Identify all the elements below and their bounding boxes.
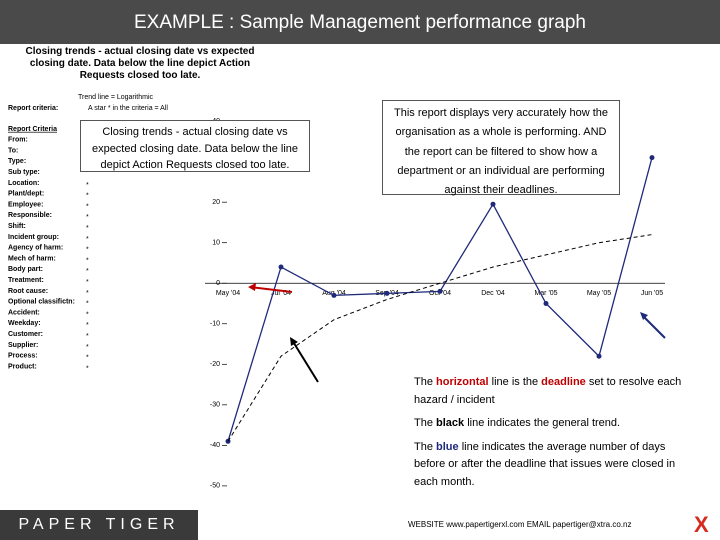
criteria-star: * — [86, 225, 89, 232]
criteria-star: * — [86, 322, 89, 329]
left-callout: Closing trends - actual closing date vs … — [80, 120, 310, 172]
red-arrow-head — [248, 283, 256, 291]
report-title-wrap: Closing trends - actual closing date vs … — [25, 46, 255, 81]
criteria-star: * — [86, 333, 89, 340]
criteria-label: Type: — [8, 158, 26, 165]
criteria-label: Report Criteria — [8, 126, 57, 133]
data-point — [384, 290, 390, 296]
y-tick-label: -30 — [210, 402, 220, 409]
text-run: line indicates the average number of day… — [414, 440, 676, 488]
blue-arrow — [641, 314, 666, 339]
data-point — [649, 155, 655, 161]
callout-paragraph: The blue line indicates the average numb… — [414, 439, 682, 492]
criteria-star: * — [86, 365, 89, 372]
criteria-label: Responsible: — [8, 212, 52, 219]
criteria-label: Accident: — [8, 309, 40, 316]
y-tick-label: 20 — [212, 199, 220, 206]
callout-paragraph: The black line indicates the general tre… — [414, 415, 682, 433]
criteria-star: * — [86, 203, 89, 210]
criteria-label: Incident group: — [8, 234, 59, 241]
x-tick-label: Dec '04 — [481, 290, 505, 297]
text-run: line indicates the general trend. — [464, 417, 621, 430]
criteria-star: * — [86, 279, 89, 286]
callout-paragraph: The horizontal line is the deadline set … — [414, 374, 682, 409]
criteria-star: * — [86, 290, 89, 297]
criteria-star: * — [86, 311, 89, 318]
x-tick-label: Mar '05 — [534, 290, 557, 297]
criteria-label: From: — [8, 137, 28, 144]
text-run: black — [436, 417, 465, 430]
criteria-star: * — [86, 236, 89, 243]
blue-arrow-head — [640, 312, 648, 320]
trend-line — [227, 234, 653, 442]
criteria-label: Process: — [8, 353, 38, 360]
y-tick-label: -40 — [210, 442, 220, 449]
red-arrow — [249, 286, 293, 293]
criteria-star: * — [86, 257, 89, 264]
criteria-label: Employee: — [8, 201, 43, 208]
x-tick-label: May '04 — [216, 290, 240, 297]
contact: WEBSITE www.papertigerxl.com EMAIL paper… — [408, 520, 632, 529]
text-run: set to resolve each hazard / incident — [414, 376, 682, 406]
black-arrow — [291, 339, 319, 383]
criteria-label: Supplier: — [8, 342, 38, 349]
text-run: The — [414, 440, 437, 453]
criteria-star: * — [86, 301, 89, 308]
data-point — [331, 292, 337, 298]
y-tick-label: 10 — [212, 240, 220, 247]
criteria-label: Optional classifictn: — [8, 299, 75, 306]
black-arrow-head — [290, 337, 298, 346]
criteria-note: A star * in the criteria = All — [88, 105, 168, 112]
brand: PAPER TIGER — [0, 510, 198, 540]
text-run: line is the — [488, 376, 542, 388]
logo: X — [694, 512, 709, 537]
text-run: The — [414, 376, 437, 388]
criteria-label: To: — [8, 147, 18, 154]
text-run: blue — [436, 440, 459, 453]
criteria-star: * — [86, 268, 89, 275]
criteria-label: Mech of harm: — [8, 255, 56, 262]
criteria-label: Treatment: — [8, 277, 44, 284]
x-tick-label: Jun '05 — [641, 290, 663, 297]
criteria-label: Root cause: — [8, 288, 48, 295]
criteria-label: Shift: — [8, 223, 26, 230]
criteria-label: Customer: — [8, 331, 43, 338]
data-point — [490, 201, 496, 207]
y-tick-label: -50 — [210, 483, 220, 490]
criteria-label: Product: — [8, 363, 37, 370]
criteria-star: * — [86, 193, 89, 200]
x-tick-label: May '05 — [587, 290, 611, 297]
text-run: deadline — [541, 376, 586, 388]
criteria-star: * — [86, 247, 89, 254]
criteria-label: Body part: — [8, 266, 43, 273]
criteria-heading: Report criteria: — [8, 105, 58, 112]
data-point — [543, 301, 549, 306]
text-run: The — [414, 417, 437, 430]
y-tick-label: -20 — [210, 361, 220, 368]
y-tick-label: -10 — [210, 321, 220, 328]
data-point — [278, 264, 284, 270]
criteria-label: Plant/dept: — [8, 191, 44, 198]
criteria-star: * — [86, 355, 89, 362]
data-point — [437, 288, 443, 294]
bottom-callout: The horizontal line is the deadline set … — [408, 370, 688, 502]
criteria-star: * — [86, 344, 89, 351]
trend-note: Trend line = Logarithmic — [78, 94, 154, 101]
criteria-label: Sub type: — [8, 169, 40, 176]
criteria-label: Location: — [8, 180, 40, 187]
right-callout: This report displays very accurately how… — [382, 100, 620, 196]
criteria-label: Agency of harm: — [8, 245, 63, 252]
criteria-star: * — [86, 182, 89, 189]
data-point — [596, 353, 602, 359]
x-tick-label: Jul '04 — [271, 290, 291, 297]
slide-title: EXAMPLE : Sample Management performance … — [0, 0, 720, 44]
criteria-star: * — [86, 214, 89, 221]
text-run: horizontal — [436, 376, 489, 388]
criteria-label: Weekday: — [8, 320, 41, 327]
report-title: Closing trends - actual closing date vs … — [25, 46, 255, 81]
